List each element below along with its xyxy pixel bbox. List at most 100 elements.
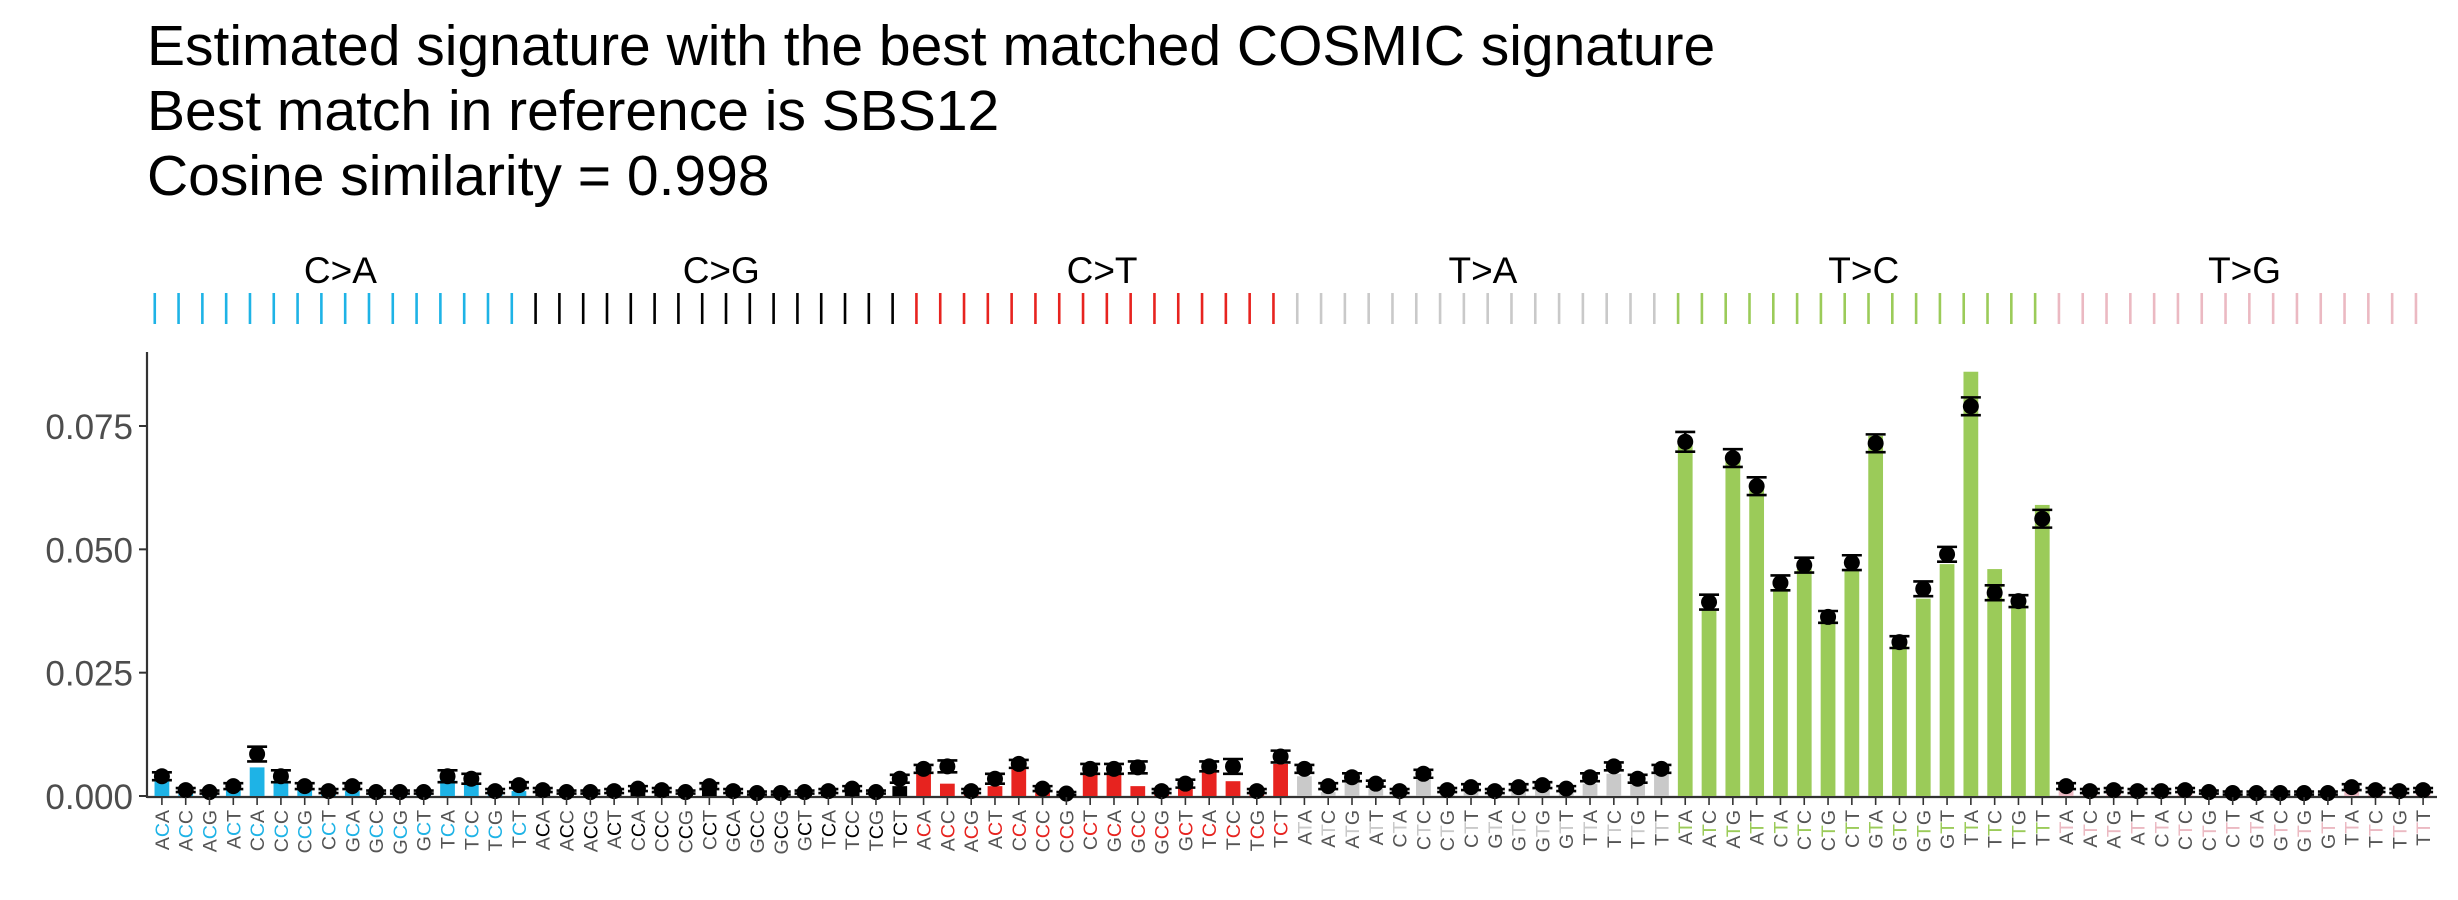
group-label: T>G [2208,250,2281,291]
estimate-point [1558,780,1575,797]
group-label: C>G [683,250,760,291]
estimate-point [510,777,527,794]
estimate-point [2129,783,2146,800]
estimate-point [2034,510,2051,527]
x-tick-label: ACA [914,810,936,850]
estimate-point [1201,758,1218,775]
x-tick-label: CCA [628,810,650,851]
x-tick-label: CTG [2199,810,2221,851]
estimate-point [653,782,670,799]
x-tick-label: CTA [1390,810,1412,848]
x-tick-labels: ACAACCACGACTCCACCCCCGCCTGCAGCCGCGGCTTCAT… [152,797,2435,854]
bar [1654,773,1669,796]
estimate-point [915,760,932,777]
bar [2034,504,2050,796]
x-tick-label: GTC [1889,810,1911,851]
estimate-point [2153,783,2170,800]
bar [1130,786,1146,796]
estimate-point [963,783,980,800]
bar [987,786,1003,796]
bar [1749,485,1765,796]
x-tick-label: CCC [1033,810,1055,852]
group-label: C>T [1067,250,1138,291]
estimate-point [1034,780,1051,797]
x-tick-label: TTC [1985,810,2007,848]
estimate-point [2224,785,2241,802]
estimate-point [1796,557,1813,574]
estimate-point [1391,783,1408,800]
estimate-point [391,784,408,801]
y-axis: 0.000 0.025 0.050 0.075 [45,352,2437,817]
x-tick-label: ATA [1294,810,1316,845]
bar [1987,569,2003,796]
y-tick-label: 0.025 [45,655,133,694]
bar [1368,788,1384,796]
bar [1963,371,1979,796]
x-tick-label: GTG [2294,810,2316,852]
x-tick-label: ACC [937,810,959,851]
bar [2011,603,2026,796]
x-tick-label: CTG [1437,810,1459,851]
x-tick-label: ATA [2056,810,2078,845]
x-tick-label: ATG [1342,810,1364,849]
bar [1725,455,1741,796]
x-tick-label: ATT [1747,810,1769,845]
estimate-point [1082,760,1099,777]
x-tick-label: CCT [699,810,721,850]
x-tick-label: TCA [818,810,840,849]
estimate-point [1272,748,1289,765]
x-tick-label: TCA [1199,810,1221,849]
bar [1701,608,1717,796]
estimate-point [1915,580,1932,597]
estimate-point [629,780,646,797]
estimate-point [1605,758,1622,775]
estimate-point [2248,785,2265,802]
x-tick-label: CCC [271,810,293,852]
estimate-point [2296,785,2313,802]
x-tick-label: TTG [2389,810,2411,849]
x-tick-label: CTT [2223,810,2245,848]
estimate-point [2319,785,2336,802]
bar [154,781,170,796]
estimate-point [272,768,289,785]
x-tick-label: CCT [319,810,341,850]
bar [1773,588,1788,796]
group-label: C>A [304,250,377,291]
x-tick-label: TCA [438,810,460,849]
x-tick-label: TTG [1628,810,1650,849]
bar [1201,768,1217,796]
x-tick-label: TTA [2342,810,2364,845]
bar [1011,768,1027,796]
x-tick-label: TTC [1604,810,1626,848]
estimate-point [177,782,194,799]
x-tick-label: TCG [485,810,507,851]
estimate-point [2081,783,2098,800]
estimate-point [1320,778,1337,795]
chart-title-line-3: Cosine similarity = 0.998 [147,144,770,208]
estimate-point [1772,574,1789,591]
estimate-point [1486,783,1503,800]
x-tick-label: ATC [2080,810,2102,848]
estimate-point [1986,584,2003,601]
x-tick-label: CCG [295,810,317,853]
estimate-point [820,783,837,800]
x-tick-label: GCC [1128,810,1150,853]
estimate-point [487,783,504,800]
bar [1297,776,1312,796]
x-tick-label: CCT [1080,810,1102,850]
x-tick-label: GTT [2318,810,2340,849]
x-tick-label: ACG [961,810,983,852]
x-tick-label: GTT [1556,810,1578,849]
estimate-point [225,778,242,795]
x-tick-label: CCA [247,810,269,851]
bar [1416,778,1431,796]
estimate-point [2058,778,2075,795]
estimate-point [249,746,266,763]
bar [1582,783,1598,796]
estimate-point [939,758,956,775]
x-tick-label: CTC [1794,810,1816,850]
chart-title-block: Estimated signature with the best matche… [147,14,1715,209]
estimate-point [2200,784,2217,801]
x-tick-label: TTA [1961,810,1983,845]
x-tick-label: ATC [1699,810,1721,848]
